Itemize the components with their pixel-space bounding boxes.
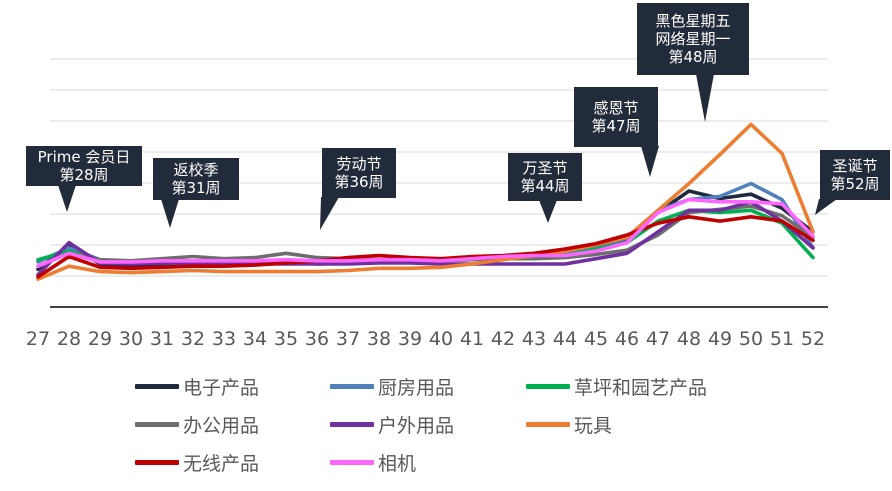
legend-label: 办公用品 (183, 415, 260, 437)
legend-label: 厨房用品 (378, 377, 455, 399)
legend-item: 玩具 (526, 411, 612, 438)
callout-label: 第48周 (668, 48, 717, 66)
x-tick-label: 27 (26, 328, 50, 350)
x-tick-label: 52 (801, 328, 825, 350)
callout-pointer (161, 199, 179, 228)
x-tick-label: 42 (491, 328, 515, 350)
callout-pointer (539, 200, 557, 223)
callout-label: 劳动节 (336, 155, 381, 173)
legend-label: 相机 (378, 453, 417, 475)
legend-item: 办公用品 (135, 411, 259, 438)
callout-label: 圣诞节 (832, 157, 877, 175)
callout-label: 黑色星期五 (655, 12, 730, 30)
x-tick-label: 47 (646, 328, 670, 350)
x-tick-label: 35 (274, 328, 298, 350)
legend-label: 户外用品 (378, 415, 455, 437)
legend-label: 无线产品 (183, 453, 260, 475)
callout-box (322, 148, 396, 198)
x-tick-label: 38 (367, 328, 391, 350)
legend-item: 户外用品 (330, 411, 454, 438)
legend: 电子产品 厨房用品 草坪和园艺产品办公用品 户外用品 玩具无线产品 相机 (0, 365, 892, 491)
legend-swatch (135, 384, 179, 389)
callout-label: 网络星期一 (655, 30, 730, 48)
x-tick-label: 33 (212, 328, 236, 350)
x-tick-label: 50 (739, 328, 763, 350)
legend-label: 草坪和园艺产品 (574, 377, 708, 399)
legend-label: 电子产品 (183, 377, 260, 399)
x-tick-label: 28 (57, 328, 81, 350)
x-axis: 27 28 29 30 31 32 33 34 35 36 37 38 39 40 41 42 43 44 45 46… (26, 328, 825, 350)
callout-pointer (815, 199, 837, 215)
callout-box (574, 87, 658, 147)
x-tick-label: 51 (770, 328, 794, 350)
series-line (36, 200, 815, 277)
x-tick-label: 39 (398, 328, 422, 350)
x-tick-label: 29 (88, 328, 112, 350)
x-tick-label: 37 (336, 328, 360, 350)
x-tick-label: 46 (615, 328, 639, 350)
callout-pointer (320, 197, 339, 230)
series-lines (36, 122, 815, 281)
callout-box (26, 146, 142, 186)
legend-swatch (135, 460, 179, 465)
callout-box (508, 153, 582, 201)
legend-swatch (526, 384, 570, 389)
x-tick-label: 43 (522, 328, 546, 350)
legend-item: 草坪和园艺产品 (526, 373, 707, 400)
callout-label: 第36周 (334, 173, 383, 191)
x-tick-label: 41 (460, 328, 484, 350)
callout-label: 第44周 (520, 177, 569, 195)
x-tick-label: 45 (584, 328, 608, 350)
callout-pointer (696, 74, 714, 122)
x-tick-label: 30 (119, 328, 143, 350)
callout-label: 第47周 (591, 117, 640, 135)
x-tick-label: 44 (553, 328, 577, 350)
series-line (36, 122, 815, 281)
x-tick-label: 31 (150, 328, 174, 350)
x-tick-label: 36 (305, 328, 329, 350)
callout-label: Prime 会员日 (38, 148, 131, 166)
legend-swatch (330, 422, 374, 427)
legend-item: 无线产品 (135, 449, 259, 476)
callout-box (153, 158, 239, 200)
legend-item: 电子产品 (135, 373, 259, 400)
callout-label: 第28周 (59, 166, 108, 184)
callout-pointer (641, 146, 659, 177)
callout-box (820, 150, 890, 200)
legend-swatch (330, 460, 374, 465)
callout-label: 第31周 (171, 179, 220, 197)
x-tick-label: 34 (243, 328, 267, 350)
callout-label: 感恩节 (593, 99, 638, 117)
legend-item: 相机 (330, 449, 416, 476)
legend-swatch (526, 422, 570, 427)
x-tick-label: 48 (677, 328, 701, 350)
series-line (36, 197, 815, 269)
x-tick-label: 40 (429, 328, 453, 350)
legend-swatch (330, 384, 374, 389)
x-tick-label: 32 (181, 328, 205, 350)
series-line (36, 215, 815, 279)
callout-label: 第52周 (830, 175, 879, 193)
callout-label: 万圣节 (522, 159, 567, 177)
legend-label: 玩具 (574, 415, 613, 437)
callout-box (637, 3, 749, 75)
callout-label: 返校季 (173, 161, 218, 179)
legend-swatch (135, 422, 179, 427)
legend-item: 厨房用品 (330, 373, 454, 400)
callout-pointer (58, 185, 76, 212)
x-tick-label: 49 (708, 328, 732, 350)
